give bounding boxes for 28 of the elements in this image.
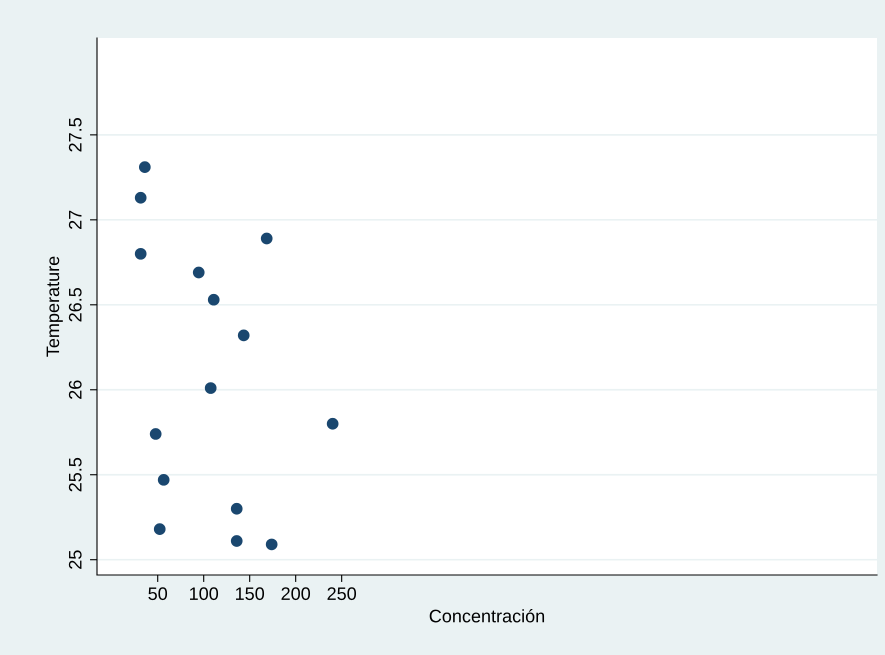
point: [192, 266, 205, 278]
y-tick-label: 27.5: [68, 118, 82, 152]
point: [230, 502, 243, 515]
point: [208, 294, 220, 306]
point: [134, 248, 147, 260]
y-tick-label: 26.5: [68, 288, 82, 322]
x-tick-label: 250: [328, 587, 356, 600]
point: [266, 538, 278, 550]
y-axis-title: Temperature: [46, 256, 63, 357]
point: [134, 192, 147, 204]
point: [230, 535, 243, 547]
x-tick-label: 50: [148, 587, 168, 600]
point: [154, 523, 166, 535]
y-tick-label: 25.5: [68, 458, 82, 492]
point: [326, 418, 338, 430]
y-tick-label: 25: [68, 550, 82, 569]
y-tick-label: 26: [68, 380, 82, 399]
x-axis-title: Concentración: [430, 608, 544, 622]
x-tick-label: 150: [236, 587, 264, 600]
point: [158, 474, 170, 486]
point: [238, 330, 250, 342]
point: [150, 428, 162, 440]
point: [260, 232, 273, 244]
point: [138, 161, 151, 173]
point: [204, 382, 217, 394]
x-tick-label: 100: [190, 587, 218, 600]
x-tick-label: 200: [282, 587, 310, 600]
y-tick-label: 27: [68, 210, 82, 229]
